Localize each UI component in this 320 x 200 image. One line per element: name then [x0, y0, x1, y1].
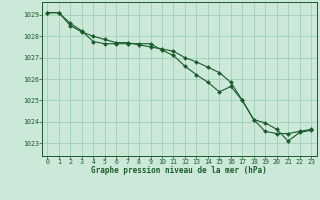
X-axis label: Graphe pression niveau de la mer (hPa): Graphe pression niveau de la mer (hPa): [91, 166, 267, 175]
